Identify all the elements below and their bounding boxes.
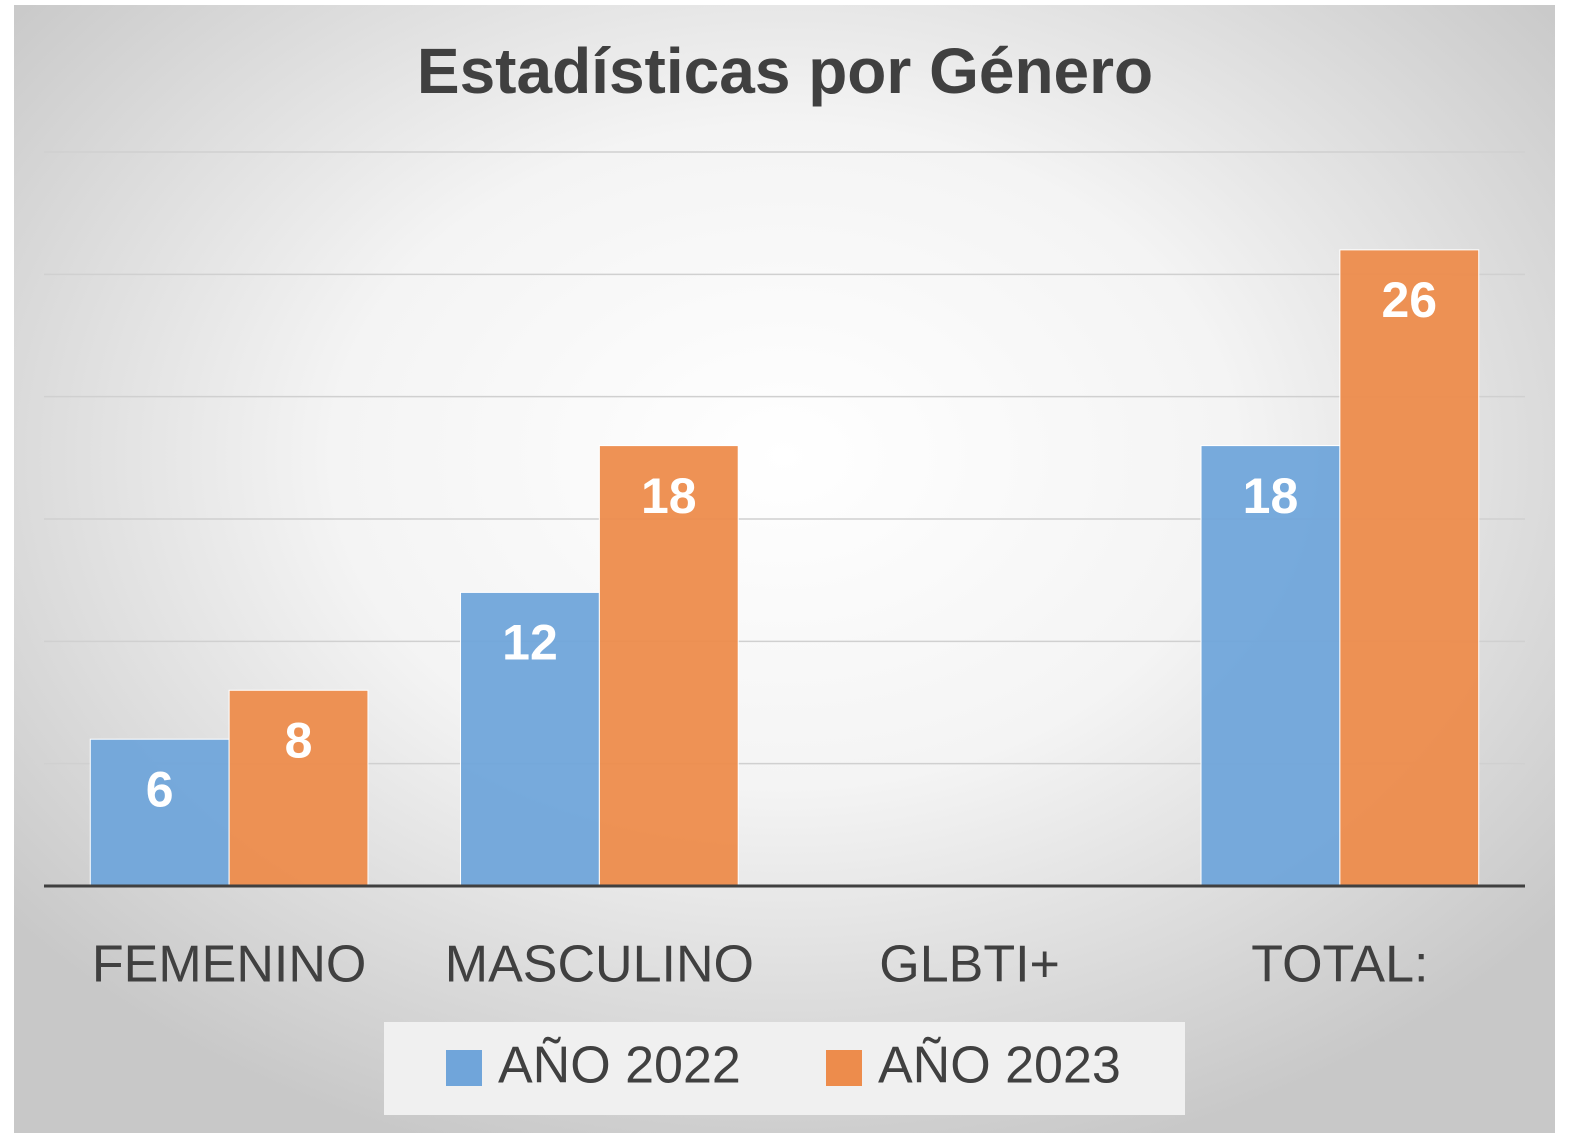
x-tick-label: TOTAL: <box>1251 936 1428 994</box>
x-tick-label: FEMENINO <box>92 936 366 994</box>
data-label: 26 <box>1381 272 1437 328</box>
data-label: 18 <box>641 468 697 524</box>
bar <box>89 738 230 887</box>
data-label: 6 <box>146 761 174 817</box>
legend-swatch <box>826 1050 862 1086</box>
bar <box>1200 445 1341 887</box>
x-tick-label: MASCULINO <box>445 936 754 994</box>
chart-title: Estadísticas por Género <box>417 35 1153 107</box>
x-tick-label: GLBTI+ <box>879 936 1060 994</box>
legend-label: AÑO 2022 <box>498 1037 741 1095</box>
bar <box>460 591 600 887</box>
legend-swatch <box>446 1050 482 1086</box>
data-label: 8 <box>285 712 313 768</box>
legend-label: AÑO 2023 <box>878 1037 1121 1095</box>
legend-box <box>384 1022 1185 1115</box>
data-label: 18 <box>1243 468 1299 524</box>
bar <box>1339 249 1480 887</box>
data-label: 12 <box>502 615 558 671</box>
bar <box>598 445 739 887</box>
bar <box>228 689 369 887</box>
